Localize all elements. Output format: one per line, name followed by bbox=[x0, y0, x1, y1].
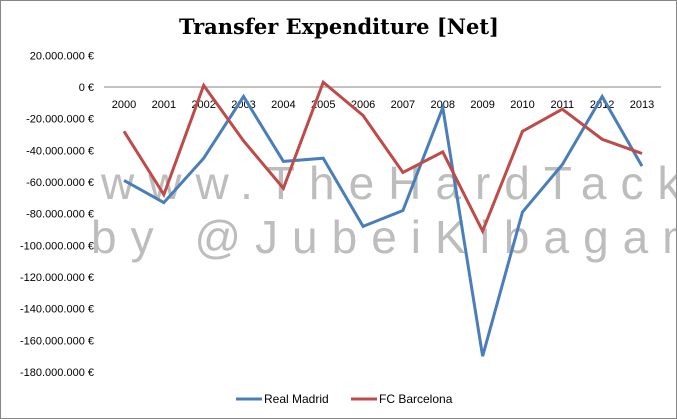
x-tick-label: 2009 bbox=[470, 99, 494, 111]
series-line-fc-barcelona bbox=[122, 79, 643, 235]
watermark-line-1: www.TheHardTackle.com bbox=[100, 157, 677, 209]
x-tick-label: 2004 bbox=[271, 99, 295, 111]
series-line-real-madrid bbox=[123, 93, 644, 357]
x-tick-label: 2006 bbox=[351, 99, 375, 111]
y-tick-label: 0 € bbox=[79, 82, 94, 94]
y-tick-label: -60.000.000 € bbox=[26, 177, 94, 189]
x-tick-label: 2007 bbox=[391, 99, 415, 111]
x-tick-label: 2001 bbox=[152, 99, 176, 111]
y-tick-label: -20.000.000 € bbox=[26, 114, 94, 126]
legend-label: Real Madrid bbox=[264, 392, 329, 406]
y-tick-label: -180.000.000 € bbox=[20, 367, 94, 379]
legend-label: FC Barcelona bbox=[379, 392, 453, 406]
y-tick-label: 20.000.000 € bbox=[30, 50, 94, 62]
y-tick-label: -140.000.000 € bbox=[20, 304, 94, 316]
x-tick-label: 2011 bbox=[550, 99, 574, 111]
y-tick-label: -100.000.000 € bbox=[20, 240, 94, 252]
x-tick-label: 2000 bbox=[112, 99, 136, 111]
y-tick-label: -40.000.000 € bbox=[26, 145, 94, 157]
chart-title: Transfer Expenditure [Net] bbox=[179, 14, 499, 39]
y-tick-label: -160.000.000 € bbox=[20, 335, 94, 347]
x-tick-label: 2013 bbox=[630, 99, 654, 111]
x-tick-label: 2010 bbox=[510, 99, 534, 111]
y-tick-label: -120.000.000 € bbox=[20, 272, 94, 284]
y-tick-label: -80.000.000 € bbox=[26, 209, 94, 221]
